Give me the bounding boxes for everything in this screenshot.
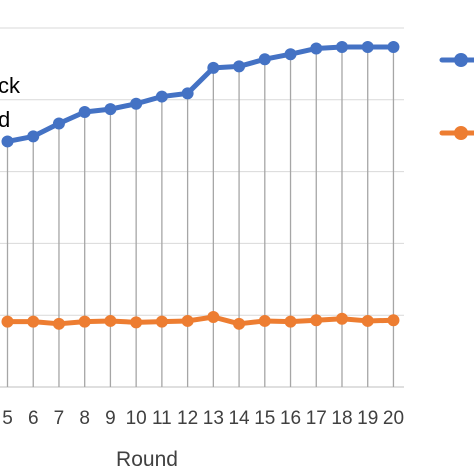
series-1-point-11 bbox=[155, 90, 168, 103]
series-1-point-12 bbox=[181, 87, 194, 100]
series-2-point-15 bbox=[258, 314, 271, 327]
legend-series-1-marker bbox=[454, 53, 468, 67]
x-tick-label-7: 7 bbox=[54, 408, 65, 429]
x-tick-label-12: 12 bbox=[177, 408, 198, 429]
series-1-point-18 bbox=[335, 41, 348, 54]
gridlines bbox=[0, 27, 404, 388]
x-tick-label-9: 9 bbox=[105, 408, 116, 429]
series-2-point-13 bbox=[207, 310, 220, 323]
series-2-point-18 bbox=[335, 312, 348, 325]
series-1-point-15 bbox=[258, 53, 271, 66]
series-1-point-7 bbox=[52, 117, 65, 130]
x-axis-tick-labels: 5 6 7 8 9 10 11 12 13 14 15 16 17 18 19 20 bbox=[2, 408, 404, 429]
series-2-point-17 bbox=[310, 314, 323, 327]
legend-series-2-marker bbox=[454, 126, 468, 140]
x-tick-label-11: 11 bbox=[152, 408, 172, 429]
x-tick-label-10: 10 bbox=[126, 408, 147, 429]
x-tick-label-6: 6 bbox=[28, 408, 39, 429]
series-1-point-6 bbox=[27, 130, 40, 143]
series-2-point-19 bbox=[361, 314, 374, 327]
series-1-point-16 bbox=[284, 48, 297, 61]
x-tick-label-17: 17 bbox=[306, 408, 327, 429]
series-1-point-9 bbox=[104, 103, 117, 116]
x-tick-label-8: 8 bbox=[79, 408, 90, 429]
series-2-point-20 bbox=[387, 314, 400, 327]
x-tick-label-20: 20 bbox=[383, 408, 404, 429]
series-2-point-7 bbox=[52, 317, 65, 330]
x-tick-label-18: 18 bbox=[331, 408, 352, 429]
series-1-line bbox=[5, 44, 396, 144]
x-tick-label-15: 15 bbox=[254, 408, 275, 429]
round-vertical-lines bbox=[6, 47, 395, 387]
series-2-point-9 bbox=[104, 314, 117, 327]
series-2-point-5 bbox=[1, 315, 14, 328]
series-2-line bbox=[5, 314, 396, 327]
series-2-point-6 bbox=[27, 315, 40, 328]
series-1-point-20 bbox=[387, 41, 400, 54]
x-axis-title: Round bbox=[116, 448, 178, 471]
series-2-point-10 bbox=[130, 316, 143, 329]
series-1-point-14 bbox=[233, 60, 246, 73]
series-layer bbox=[1, 41, 400, 330]
x-tick-label-19: 19 bbox=[357, 408, 378, 429]
series-1-point-8 bbox=[78, 106, 91, 119]
series-2-point-14 bbox=[233, 317, 246, 330]
legend bbox=[439, 53, 474, 140]
series-2-point-11 bbox=[155, 315, 168, 328]
series-1-point-5 bbox=[1, 135, 14, 148]
series-2-point-16 bbox=[284, 315, 297, 328]
x-tick-label-16: 16 bbox=[280, 408, 301, 429]
x-tick-label-13: 13 bbox=[203, 408, 224, 429]
series-1-point-13 bbox=[207, 61, 220, 74]
series-1-point-10 bbox=[130, 97, 143, 110]
series-2-point-8 bbox=[78, 315, 91, 328]
x-tick-label-14: 14 bbox=[228, 408, 250, 429]
annotation-line-1: ck bbox=[0, 73, 21, 98]
series-1-point-17 bbox=[310, 42, 323, 55]
x-tick-label-5: 5 bbox=[2, 408, 13, 429]
annotation-line-2: d bbox=[0, 107, 10, 132]
series-2-point-12 bbox=[181, 314, 194, 327]
series-1-point-19 bbox=[361, 41, 374, 54]
